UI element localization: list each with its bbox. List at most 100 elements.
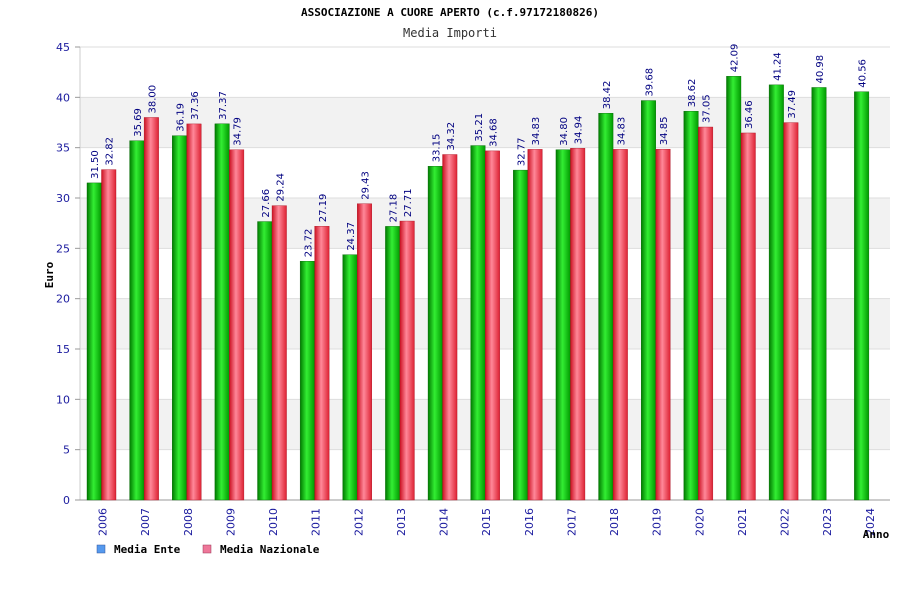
- bar-media-nazionale: [655, 148, 671, 501]
- bar-media-ente: [385, 226, 401, 501]
- bar-media-nazionale: [229, 149, 245, 501]
- x-tick-label: 2021: [736, 508, 749, 536]
- x-tick-label: 2007: [139, 508, 152, 536]
- bar-media-nazionale: [484, 150, 500, 501]
- data-label: 38.00: [147, 85, 158, 114]
- y-tick-label: 35: [56, 142, 70, 155]
- x-tick-label: 2016: [523, 508, 536, 536]
- bar-media-nazionale: [570, 148, 586, 501]
- data-label: 37.36: [190, 91, 201, 120]
- data-label: 39.68: [644, 68, 655, 97]
- data-label: 40.98: [815, 55, 826, 84]
- x-tick-label: 2013: [395, 508, 408, 536]
- bar-media-ente: [299, 261, 315, 501]
- data-label: 27.71: [403, 188, 414, 217]
- data-label: 34.83: [531, 117, 542, 146]
- x-tick-label: 2014: [438, 508, 451, 536]
- data-label: 32.77: [517, 137, 528, 166]
- y-tick-label: 10: [56, 393, 70, 406]
- data-label: 33.15: [431, 134, 442, 163]
- data-label: 27.66: [261, 189, 272, 218]
- x-tick-label: 2017: [565, 508, 578, 536]
- bar-media-nazionale: [101, 169, 117, 501]
- x-tick-label: 2020: [693, 508, 706, 536]
- x-tick-label: 2019: [651, 508, 664, 536]
- data-label: 36.46: [744, 100, 755, 129]
- bar-media-nazionale: [186, 123, 202, 501]
- data-label: 37.05: [702, 94, 713, 123]
- data-label: 38.42: [602, 81, 613, 110]
- data-label: 31.50: [90, 150, 101, 179]
- bar-media-ente: [129, 140, 145, 501]
- grid-band: [80, 97, 890, 148]
- bar-media-ente: [470, 145, 486, 501]
- data-label: 37.49: [787, 90, 798, 119]
- bars: [86, 76, 870, 501]
- bar-media-ente: [598, 113, 614, 501]
- bar-media-ente: [342, 254, 358, 501]
- y-tick-label: 20: [56, 293, 70, 306]
- data-label: 34.80: [559, 117, 570, 146]
- data-label: 29.24: [275, 173, 286, 202]
- data-label: 34.32: [446, 122, 457, 151]
- data-label: 24.37: [346, 222, 357, 251]
- legend-label-media-ente: Media Ente: [114, 543, 181, 556]
- y-tick-label: 30: [56, 192, 70, 205]
- y-tick-label: 40: [56, 91, 70, 104]
- data-label: 35.21: [474, 113, 485, 142]
- x-tick-label: 2018: [608, 508, 621, 536]
- data-label: 40.56: [858, 59, 869, 88]
- x-tick-label: 2024: [864, 508, 877, 536]
- bar-media-ente: [854, 91, 870, 501]
- data-label: 42.09: [730, 44, 741, 73]
- bar-media-ente: [214, 123, 230, 501]
- x-tick-label: 2011: [310, 508, 323, 536]
- data-label: 35.69: [133, 108, 144, 137]
- bar-media-ente: [768, 84, 784, 501]
- bar-media-nazionale: [442, 154, 458, 501]
- x-tick-label: 2015: [480, 508, 493, 536]
- x-axis-ticks: 2006 2007 2008 2009 2010 2011 2012 2013 2014 2015…: [97, 508, 877, 536]
- data-label: 38.62: [687, 79, 698, 108]
- data-label: 29.43: [361, 171, 372, 200]
- data-label: 23.72: [303, 229, 314, 258]
- data-label: 36.19: [176, 103, 187, 132]
- y-tick-label: 15: [56, 343, 70, 356]
- y-tick-label: 5: [63, 444, 70, 457]
- data-label: 37.37: [218, 91, 229, 120]
- bar-media-nazionale: [527, 149, 543, 501]
- data-label: 34.79: [233, 117, 244, 146]
- data-label: 27.18: [389, 194, 400, 223]
- legend-swatch-media-nazionale: [202, 544, 212, 554]
- y-tick-label: 45: [56, 41, 70, 54]
- bar-media-nazionale: [612, 149, 628, 501]
- data-label: 27.19: [318, 194, 329, 223]
- x-tick-label: 2012: [352, 508, 365, 536]
- chart-subtitle: Media Importi: [403, 26, 497, 40]
- y-tick-label: 25: [56, 242, 70, 255]
- bar-media-ente: [726, 76, 742, 501]
- bar-media-nazionale: [143, 117, 159, 501]
- y-tick-label: 0: [63, 494, 70, 507]
- bar-media-nazionale: [357, 203, 372, 501]
- x-tick-label: 2006: [97, 508, 110, 536]
- bar-media-ente: [811, 87, 827, 501]
- chart-title: ASSOCIAZIONE A CUORE APERTO (c.f.9717218…: [301, 6, 599, 19]
- bar-media-ente: [683, 111, 699, 501]
- bar-media-ente: [427, 166, 443, 501]
- bar-media-nazionale: [698, 126, 714, 501]
- data-label: 34.68: [488, 118, 499, 147]
- x-tick-label: 2009: [224, 508, 237, 536]
- data-label: 34.85: [659, 117, 670, 146]
- data-label: 41.24: [772, 52, 783, 81]
- bar-media-ente: [555, 149, 571, 501]
- data-label: 34.94: [574, 116, 585, 145]
- bar-media-ente: [641, 100, 656, 501]
- x-axis-label: Anno: [863, 528, 890, 541]
- x-tick-label: 2010: [267, 508, 280, 536]
- legend-label-media-nazionale: Media Nazionale: [220, 543, 320, 556]
- bar-media-nazionale: [740, 132, 756, 501]
- bar-media-nazionale: [314, 226, 330, 501]
